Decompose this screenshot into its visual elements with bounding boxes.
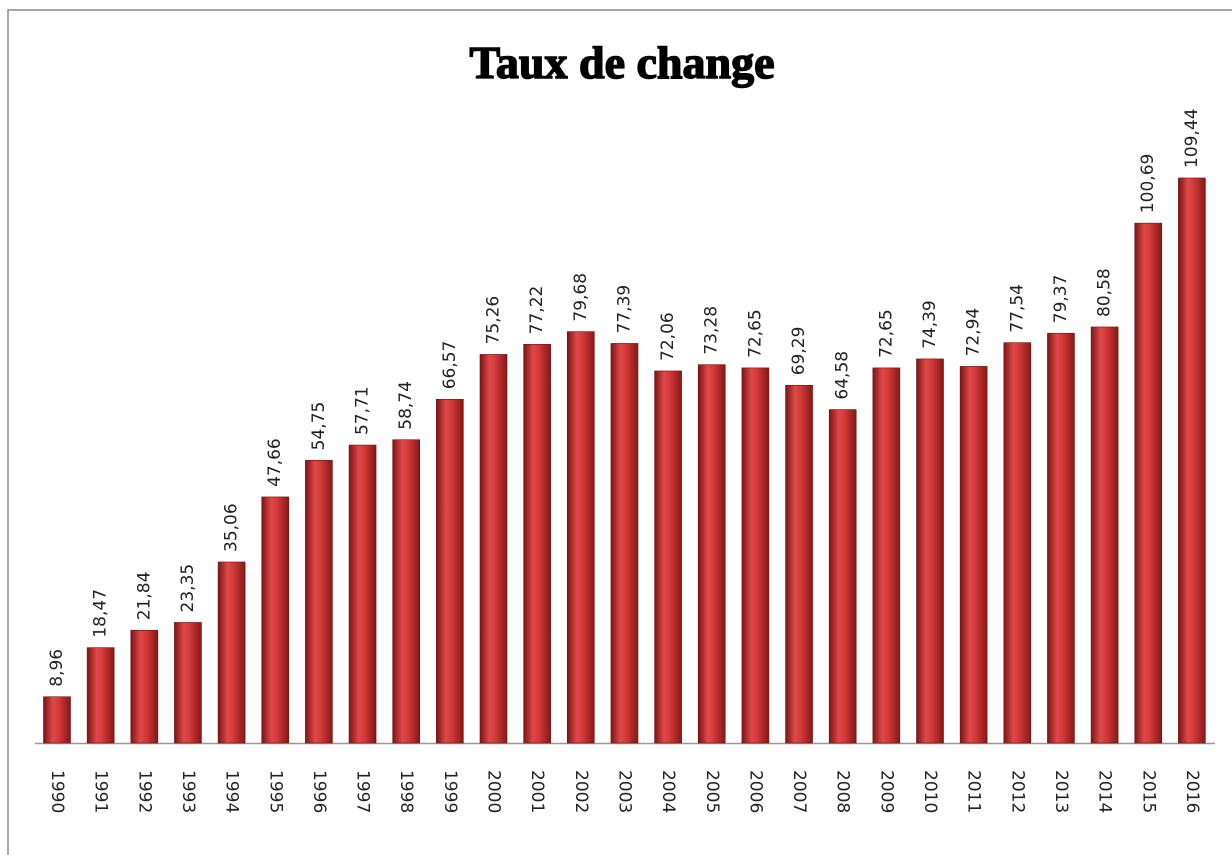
x-tick-label: 1994 xyxy=(222,770,242,813)
x-tick-label: 1990 xyxy=(47,770,67,813)
x-tick-label: 2005 xyxy=(702,770,722,813)
bar xyxy=(566,331,595,744)
data-label: 72,65 xyxy=(876,309,896,358)
bar xyxy=(392,439,421,744)
x-tick-label: 2010 xyxy=(920,770,940,813)
bar xyxy=(348,444,377,744)
bar xyxy=(610,343,639,744)
x-tick-label: 2004 xyxy=(658,770,678,813)
x-tick-label: 2006 xyxy=(745,770,765,813)
data-label: 47,66 xyxy=(265,438,285,487)
bar xyxy=(1047,332,1075,744)
data-label: 8,96 xyxy=(47,649,67,687)
bar xyxy=(697,364,726,744)
bar xyxy=(305,460,333,744)
bar xyxy=(959,366,988,744)
bar xyxy=(916,358,944,744)
data-label: 74,39 xyxy=(920,300,940,349)
data-label: 72,06 xyxy=(658,312,678,361)
bar xyxy=(261,496,290,744)
data-label: 77,39 xyxy=(614,285,634,334)
x-tick-label: 1993 xyxy=(178,770,198,813)
x-tick-label: 2002 xyxy=(571,770,591,813)
x-tick-label: 2009 xyxy=(876,770,896,813)
data-label: 100,69 xyxy=(1138,154,1158,213)
data-label: 64,58 xyxy=(833,351,853,400)
data-label: 35,06 xyxy=(222,503,242,552)
chart-title: Taux de change xyxy=(469,37,774,88)
bar xyxy=(872,367,901,744)
data-label: 58,74 xyxy=(396,381,416,430)
data-label: 57,71 xyxy=(353,386,373,435)
bar xyxy=(1134,222,1163,744)
x-tick-label: 2001 xyxy=(527,770,547,813)
data-label: 72,65 xyxy=(745,309,765,358)
bar xyxy=(785,384,813,744)
bar xyxy=(828,409,857,744)
data-label: 79,68 xyxy=(571,273,591,322)
bar xyxy=(436,398,464,744)
x-tick-label: 1997 xyxy=(353,770,373,813)
x-tick-label: 2008 xyxy=(833,770,853,813)
bar xyxy=(741,367,770,744)
data-label: 79,37 xyxy=(1051,275,1071,324)
data-label: 54,75 xyxy=(309,402,329,451)
data-label: 18,47 xyxy=(91,589,111,638)
x-tick-label: 2003 xyxy=(614,770,634,813)
bar xyxy=(654,370,682,744)
bar xyxy=(130,629,159,744)
x-tick-label: 2016 xyxy=(1182,770,1202,813)
bar xyxy=(1090,326,1119,744)
x-tick-label: 1998 xyxy=(396,770,416,813)
data-label: 77,22 xyxy=(527,286,547,335)
bar xyxy=(217,561,246,744)
bar xyxy=(1003,342,1032,744)
x-tick-label: 1996 xyxy=(309,770,329,813)
data-label: 73,28 xyxy=(702,306,722,355)
x-tick-label: 2012 xyxy=(1007,770,1027,813)
data-label: 72,94 xyxy=(964,308,984,357)
data-label: 80,58 xyxy=(1095,268,1115,317)
bar xyxy=(479,354,508,744)
data-label: 69,29 xyxy=(789,327,809,376)
data-label: 21,84 xyxy=(134,572,154,621)
x-tick-label: 2011 xyxy=(964,770,984,813)
x-tick-label: 2015 xyxy=(1138,770,1158,813)
bar xyxy=(1178,177,1206,744)
chart-frame xyxy=(7,9,1232,855)
bar xyxy=(43,696,71,744)
x-tick-label: 2007 xyxy=(789,770,809,813)
x-tick-label: 2013 xyxy=(1051,770,1071,813)
data-label: 23,35 xyxy=(178,564,198,613)
bar xyxy=(523,344,551,744)
x-tick-label: 2000 xyxy=(484,770,504,813)
x-tick-label: 2014 xyxy=(1095,770,1115,813)
x-tick-label: 1992 xyxy=(134,770,154,813)
data-label: 109,44 xyxy=(1182,108,1202,167)
x-tick-label: 1995 xyxy=(265,770,285,813)
data-label: 66,57 xyxy=(440,341,460,390)
bar xyxy=(86,647,115,744)
bar xyxy=(174,622,202,744)
x-tick-label: 1999 xyxy=(440,770,460,813)
x-tick-label: 1991 xyxy=(91,770,111,813)
data-label: 75,26 xyxy=(484,296,504,345)
data-label: 77,54 xyxy=(1007,284,1027,333)
